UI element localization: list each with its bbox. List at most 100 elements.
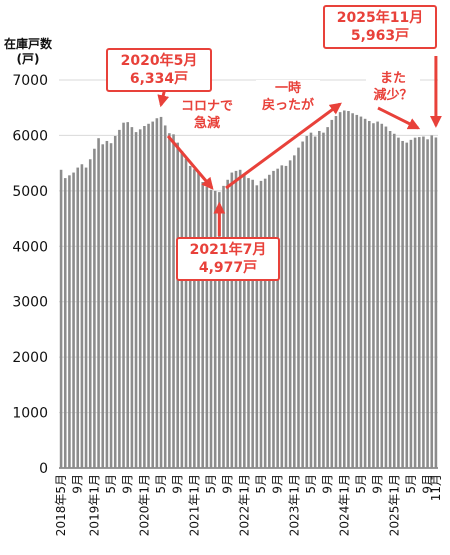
- bar-2023-08: [322, 132, 325, 468]
- bar-2025-08: [422, 136, 425, 468]
- note-decline: また 減少？: [366, 70, 420, 104]
- bar-2020-12: [188, 165, 192, 468]
- bar-2020-09: [176, 142, 179, 469]
- bar-2024-10: [380, 123, 384, 468]
- x-tick-label: 5月: [354, 474, 368, 494]
- bar-2021-05: [209, 189, 213, 468]
- bar-2019-10: [130, 127, 134, 468]
- x-tick-label: 2018年5月: [54, 474, 68, 536]
- bar-2019-02: [97, 138, 100, 468]
- bar-2021-11: [234, 170, 238, 468]
- bar-2018-08: [72, 172, 75, 468]
- bar-2022-01: [243, 173, 246, 468]
- bar-2020-02: [147, 123, 150, 468]
- bar-2020-07: [168, 133, 171, 468]
- callout-low-2021: 2021年7月 4,977戸: [176, 237, 280, 281]
- callout-latest-2025: 2025年11月 5,963戸: [323, 5, 437, 49]
- bar-2021-06: [213, 190, 217, 468]
- bar-2025-10: [430, 135, 434, 468]
- bar-2022-06: [263, 178, 267, 469]
- bar-2020-06: [163, 125, 167, 469]
- bar-2021-04: [205, 186, 209, 468]
- y-tick-label: 0: [39, 461, 48, 477]
- bar-2022-12: [288, 160, 292, 468]
- bar-2023-06: [313, 136, 317, 468]
- bar-2021-08: [222, 185, 225, 468]
- note-recovered: 一時 戻ったが: [256, 80, 320, 114]
- bar-2020-08: [172, 134, 175, 468]
- callout-latest-date: 2025年11月: [336, 10, 424, 26]
- y-tick-label: 1000: [12, 406, 48, 422]
- bar-2024-05: [359, 116, 363, 468]
- note-decline-line1: また: [379, 71, 406, 86]
- x-tick-label: 9月: [221, 474, 235, 494]
- bar-2024-04: [355, 114, 359, 469]
- bar-2024-08: [372, 123, 375, 468]
- x-tick-label: 9月: [171, 474, 185, 494]
- bar-2020-03: [151, 121, 154, 469]
- x-tick-label: 2022年1月: [237, 474, 251, 536]
- y-tick-label: 6000: [12, 128, 48, 144]
- callout-latest-value: 5,963戸: [350, 28, 410, 44]
- bar-2022-05: [259, 180, 263, 468]
- callout-low-value: 4,977戸: [198, 260, 258, 276]
- y-tick-label: 7000: [12, 73, 48, 89]
- callout-peak-date: 2020年5月: [120, 53, 198, 69]
- bar-2019-05: [109, 143, 113, 468]
- bar-2019-01: [93, 148, 96, 468]
- x-tick-label: 2021年1月: [187, 474, 201, 536]
- bar-2022-02: [247, 178, 250, 468]
- bar-2024-12: [388, 130, 392, 468]
- bar-2023-09: [326, 127, 329, 468]
- y-tick-label: 5000: [12, 184, 48, 200]
- annotation-arrows: [157, 56, 442, 236]
- bar-2023-04: [305, 135, 309, 469]
- bar-2025-11: [434, 137, 438, 468]
- x-tick-label: 2023年1月: [287, 474, 301, 536]
- bar-2020-11: [184, 158, 188, 469]
- bar-2021-10: [230, 172, 234, 468]
- note-corona-line2: 急減: [193, 116, 220, 131]
- bar-2019-09: [126, 122, 130, 468]
- bar-2020-10: [180, 150, 184, 468]
- bar-2023-01: [293, 155, 296, 468]
- bar-2022-07: [268, 174, 271, 469]
- x-tick-label: 5月: [304, 474, 318, 494]
- bar-2025-09: [426, 139, 429, 468]
- bar-2025-03: [401, 140, 404, 468]
- x-tick-label: 5月: [404, 474, 418, 494]
- y-tick-labels: 0 1000 2000 3000 4000 5000 6000 7000: [12, 73, 48, 477]
- bar-2019-12: [138, 129, 142, 468]
- bar-2023-02: [297, 147, 300, 468]
- bar-2019-06: [113, 135, 117, 469]
- bars: [59, 110, 438, 469]
- bar-2023-11: [334, 116, 338, 469]
- note-corona-line1: コロナで: [180, 99, 233, 114]
- bar-2025-06: [413, 137, 417, 468]
- bar-2024-06: [363, 118, 367, 469]
- bar-2021-03: [201, 181, 204, 468]
- bar-2025-04: [405, 142, 409, 469]
- y-tick-label: 2000: [12, 350, 48, 366]
- x-tick-label: 5月: [204, 474, 218, 494]
- bar-2019-04: [105, 140, 109, 468]
- bar-2021-12: [238, 169, 242, 468]
- x-tick-label: 9月: [321, 474, 335, 494]
- x-tick-label: 9月: [371, 474, 385, 494]
- bar-2018-09: [76, 167, 80, 468]
- bar-2024-02: [347, 111, 350, 468]
- y-axis-unit: (戸): [16, 52, 40, 66]
- x-tick-labels: 2018年5月 9月 2019年1月 5月 9月 2020年1月 5月 9月 2021年1月 5月…: [54, 474, 443, 536]
- bar-2018-05: [59, 169, 63, 468]
- callout-low-date: 2021年7月: [189, 242, 267, 258]
- bar-2020-05: [159, 116, 163, 468]
- bar-2019-11: [134, 132, 138, 469]
- bar-2022-09: [276, 168, 279, 468]
- x-tick-label: 5月: [254, 474, 268, 494]
- bar-2023-07: [318, 130, 321, 468]
- bar-2018-12: [88, 159, 92, 468]
- bar-2018-11: [84, 167, 88, 468]
- bar-2025-02: [397, 137, 400, 468]
- x-tick-label: 2019年1月: [87, 474, 101, 536]
- x-tick-label: 9月: [271, 474, 285, 494]
